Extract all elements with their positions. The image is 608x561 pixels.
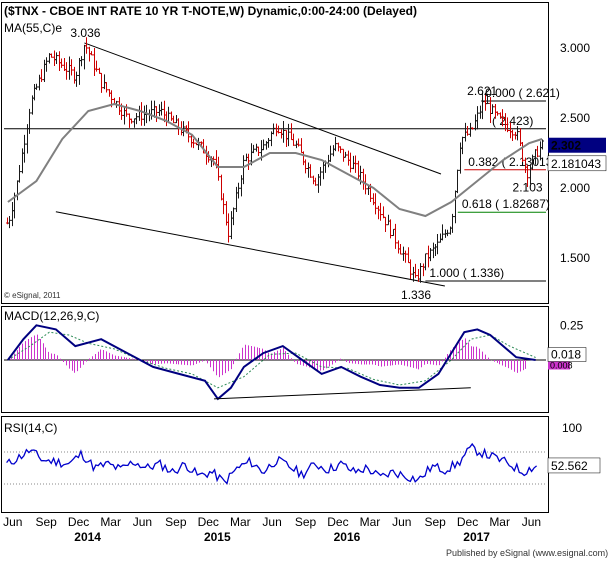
level-label: 0.382 ( 2.13013) [468,155,556,169]
x-tick-label: Sep [35,515,57,529]
x-tick-label: Mar [100,515,121,529]
macd-secondary-label: 0.008 [550,361,573,371]
x-tick-label: Sep [165,515,187,529]
x-year-label: 2016 [334,530,361,544]
level-label: ( 2.423) [492,114,533,128]
x-tick-label: Jun [133,515,152,529]
last-price-box [548,137,606,153]
level-label: 1.000 ( 1.336) [429,266,504,280]
x-tick-label: Dec [198,515,219,529]
level-label: 0.000 ( 2.621) [485,86,560,100]
x-year-label: 2017 [463,530,490,544]
ma-value-box [547,155,607,172]
level-label: 0.618 ( 1.82687) [462,197,550,211]
footer-text: Published by eSignal (www.esignal.com) [446,548,608,558]
x-tick-label: Mar [230,515,251,529]
price-y-tick-label: 2.000 [560,181,590,195]
rsi-title: RSI(14,C) [4,421,57,435]
macd-value-label: 0.018 [551,348,581,362]
rsi-panel [1,416,549,513]
trendline [55,211,445,287]
copyright-text: © eSignal, 2011 [4,291,61,300]
macd-histogram-value-box [548,359,570,370]
x-tick-label: Mar [360,515,381,529]
ma-value-label: 2.181043 [551,157,601,171]
price-y-tick-label: 2.500 [560,111,590,125]
last-price-label: 2.302 [551,139,581,153]
x-tick-label: Dec [68,515,89,529]
price-annotation: 2.103 [513,181,543,195]
macd-title: MACD(12,26,9,C) [4,309,99,323]
price-annotation: 2.621 [467,84,497,98]
price-y-tick-label: 3.000 [560,41,590,55]
trendline [84,42,442,175]
x-year-label: 2014 [74,530,101,544]
rsi-y-tick-label: 100 [562,421,582,435]
macd-trendline [214,387,471,400]
rsi-value-box [547,457,601,474]
x-tick-label: Sep [424,515,446,529]
macd-signal-line [7,331,536,389]
x-tick-label: Mar [489,515,510,529]
x-tick-label: Jun [262,515,281,529]
rsi-line [6,442,538,485]
x-tick-label: Dec [327,515,348,529]
macd-y-tick-label: 0.25 [560,318,584,332]
x-year-label: 2015 [204,530,231,544]
ma-line [7,102,543,218]
x-tick-label: Jun [522,515,541,529]
ma-label: MA(55,C)e [4,21,62,35]
price-annotation: 1.336 [401,288,431,302]
x-tick-label: Jun [3,515,22,529]
x-tick-label: Dec [457,515,478,529]
x-tick-label: Sep [295,515,317,529]
x-tick-label: Jun [392,515,411,529]
rsi-value-label: 52.562 [551,459,588,473]
macd-value-box [547,347,587,362]
price-y-tick-label: 1.500 [560,251,590,265]
price-annotation: 3.036 [70,26,100,40]
chart-title: ($TNX - CBOE INT RATE 10 YR T-NOTE,W) Dy… [4,4,417,18]
price-panel [1,2,549,304]
macd-line [7,324,536,401]
